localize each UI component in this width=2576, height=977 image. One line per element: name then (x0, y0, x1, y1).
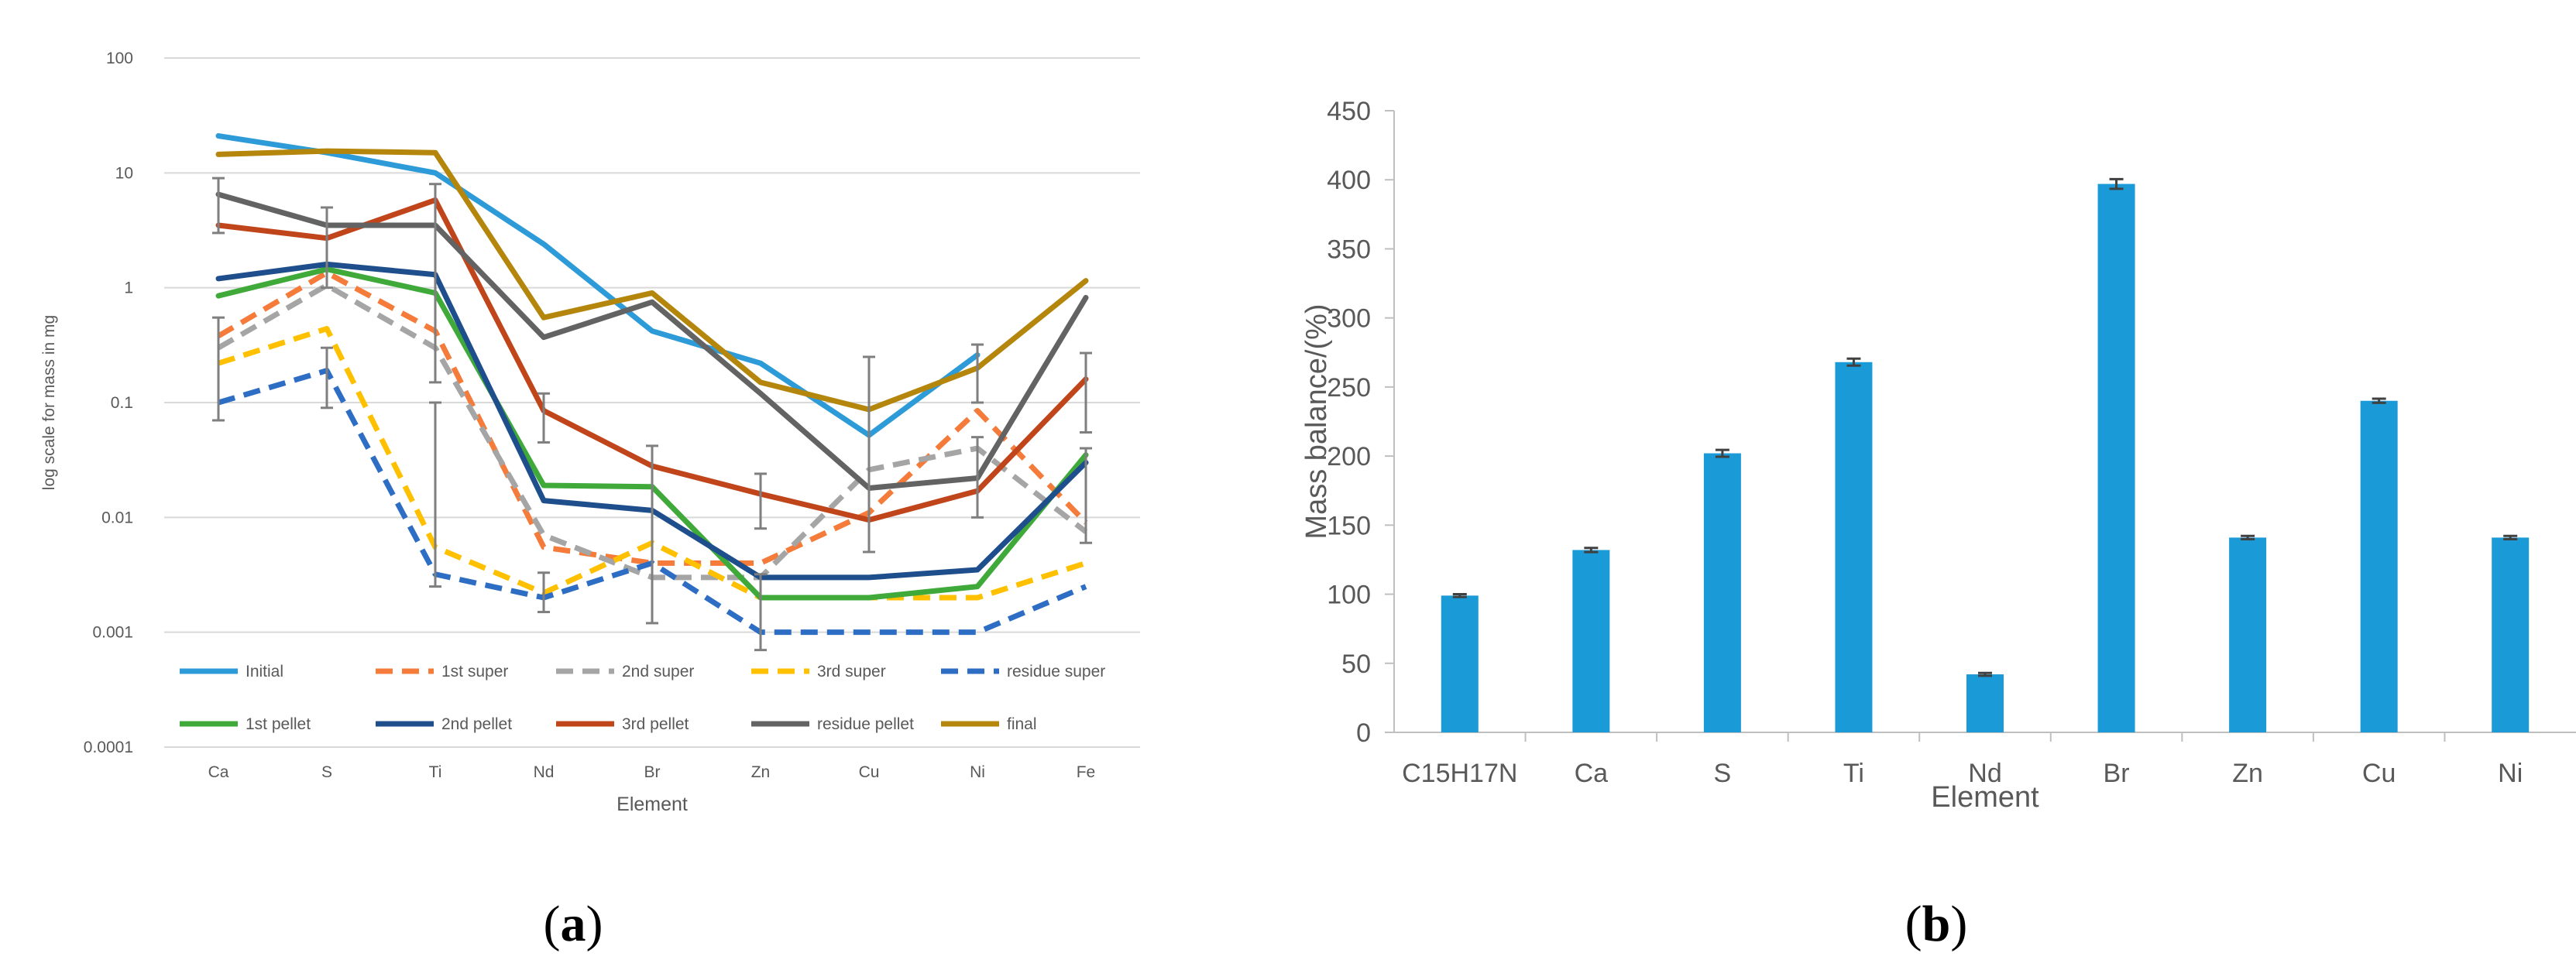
y-tick-label-a: 0.01 (101, 509, 133, 526)
y-axis-title-b: Mass balance/(%) (1300, 303, 1333, 539)
legend-label-1st-pellet: 1st pellet (246, 715, 311, 733)
bar-Br (2097, 183, 2135, 732)
bar-Cu (2360, 400, 2398, 732)
x-tick-label-b: Zn (2232, 759, 2263, 788)
x-tick-label-b: S (1714, 759, 1732, 788)
x-tick-label-b: Ti (1843, 759, 1864, 788)
x-tick-label-a: Nd (534, 763, 555, 781)
bar-Ti (1835, 362, 1873, 732)
x-tick-label-b: Ca (1575, 759, 1609, 788)
y-tick-label-b: 200 (1327, 442, 1371, 471)
x-tick-label-b: Cu (2362, 759, 2396, 788)
series-line-residue-pellet (215, 191, 1089, 491)
x-tick-label-a: Cu (859, 763, 880, 781)
bar-Nd (1966, 674, 2004, 732)
x-tick-label-b: Ni (2498, 759, 2523, 788)
x-tick-label-a: Ca (208, 763, 229, 781)
x-tick-label-a: Ti (429, 763, 442, 781)
x-axis-title-a: Element (617, 794, 688, 815)
legend-label-2nd-super: 2nd super (622, 663, 694, 680)
y-tick-label-a: 100 (106, 50, 133, 67)
legend-label-final: final (1007, 715, 1037, 733)
bar-Zn (2229, 537, 2267, 732)
chart-a-line-log: 0.0001 0.001 0.01 0.1 1 10 100 Ca S Ti Nd Br Zn Cu Ni F… (40, 50, 1140, 815)
chart-b-bar: 0 50 100 150 200 250 300 350 400 450 C15H17N Ca S Ti N… (1300, 97, 2576, 814)
series-line-1st-super (217, 269, 1088, 566)
bar-Ca (1572, 550, 1610, 732)
bar-Ni (2492, 537, 2530, 732)
y-tick-label-b: 100 (1327, 581, 1371, 610)
legend-label-Initial: Initial (246, 663, 283, 680)
y-tick-label-a: 0.0001 (84, 739, 133, 756)
x-tick-label-a: Ni (970, 763, 985, 781)
y-tick-label-b: 0 (1356, 718, 1371, 748)
y-tick-label-a: 0.1 (111, 394, 133, 412)
x-tick-label-b: Nd (1968, 759, 2001, 788)
y-tick-label-b: 450 (1327, 97, 1371, 126)
legend-label-residue-super: residue super (1007, 663, 1105, 680)
x-tick-label-b: C15H17N (1402, 759, 1517, 788)
y-tick-label-b: 150 (1327, 511, 1371, 540)
y-tick-label-b: 50 (1341, 650, 1371, 679)
x-tick-label-a: Fe (1077, 763, 1096, 781)
x-tick-label-a: Zn (751, 763, 771, 781)
x-tick-label-b: Br (2104, 759, 2130, 788)
legend-label-1st-super: 1st super (441, 663, 508, 680)
x-tick-label-a: S (321, 763, 332, 781)
y-tick-label-b: 250 (1327, 373, 1371, 403)
y-tick-label-a: 0.001 (92, 624, 133, 642)
bar-C15H17N (1441, 595, 1479, 732)
y-tick-label-b: 400 (1327, 166, 1371, 195)
y-axis-title-a: log scale for mass in mg (40, 315, 58, 490)
series-line-Initial (215, 133, 981, 438)
caption-b: (b) (1905, 896, 1968, 952)
x-tick-label-a: Br (644, 763, 661, 781)
y-tick-label-a: 10 (115, 164, 133, 182)
legend-label-residue-pellet: residue pellet (817, 715, 914, 733)
series-line-final (215, 148, 1089, 413)
legend-label-3rd-super: 3rd super (817, 663, 886, 680)
x-axis-title-b: Element (1931, 781, 2039, 814)
bar-S (1703, 453, 1741, 732)
y-tick-label-a: 1 (124, 279, 133, 297)
legend-label-2nd-pellet: 2nd pellet (441, 715, 512, 733)
y-tick-label-b: 350 (1327, 235, 1371, 264)
caption-a: (a) (544, 896, 603, 952)
y-tick-label-b: 300 (1327, 304, 1371, 334)
legend-label-3rd-pellet: 3rd pellet (622, 715, 689, 733)
